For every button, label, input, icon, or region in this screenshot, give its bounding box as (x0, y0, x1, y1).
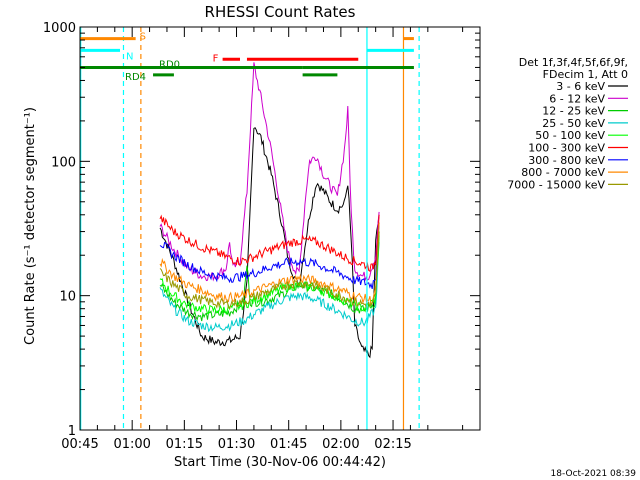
x-tick-label-4: 01:45 (270, 437, 307, 452)
plot-frame (79, 26, 481, 431)
flag-label-rd4: RD4 (125, 72, 146, 83)
series-line-7 (159, 222, 380, 307)
series-line-5 (159, 214, 380, 273)
legend-label-5: 100 - 300 keV (528, 142, 605, 155)
flag-label-rd0: RD0 (159, 59, 180, 70)
y-tick-label-3: 1000 (43, 21, 76, 36)
flags-layer: SN F RD0 RD4 (80, 32, 414, 83)
y-axis-label: Count Rate (s⁻¹ detector segment⁻¹) (23, 107, 38, 345)
x-tick-label-3: 01:30 (218, 437, 255, 452)
legend-label-1: 6 - 12 keV (549, 92, 605, 105)
y-tick-label-1: 10 (59, 290, 76, 305)
flag-label-f: F (213, 53, 219, 64)
legend-label-4: 50 - 100 keV (535, 129, 605, 142)
legend-label-0: 3 - 6 keV (556, 80, 605, 93)
legend-header-line-1: Det 1f,3f,4f,5f,6f,9f, (519, 56, 628, 69)
flag-label-s: S (140, 32, 146, 43)
flag-label-n: N (126, 51, 133, 62)
x-tick-label-6: 02:15 (374, 437, 411, 452)
legend-label-2: 12 - 25 keV (542, 105, 605, 118)
chart-title: RHESSI Count Rates (205, 3, 356, 21)
legend-label-8: 7000 - 15000 keV (507, 178, 605, 191)
series-line-8 (159, 231, 380, 311)
legend-label-6: 300 - 800 keV (528, 154, 605, 167)
y-tick-label-0: 1 (68, 424, 76, 439)
axes-layer: 1 10 100 1000 00:45 01:00 01:15 01:30 01:45 02:00… (43, 21, 481, 452)
series-line-4 (159, 235, 380, 315)
series-line-6 (159, 222, 380, 290)
y-tick-label-2: 100 (51, 155, 76, 170)
legend-label-7: 800 - 7000 keV (521, 166, 605, 179)
legend-label-3: 25 - 50 keV (542, 117, 605, 130)
x-tick-label-1: 01:00 (113, 437, 150, 452)
x-tick-label-2: 01:15 (166, 437, 203, 452)
series-line-3 (159, 242, 380, 333)
x-tick-label-0: 00:45 (61, 437, 98, 452)
x-tick-label-5: 02:00 (322, 437, 359, 452)
x-axis-label: Start Time (30-Nov-06 00:44:42) (174, 455, 386, 470)
series-line-0 (159, 127, 380, 359)
legend: Det 1f,3f,4f,5f,6f,9f, FDecim 1, Att 0 3… (507, 56, 628, 191)
legend-header-line-2: FDecim 1, Att 0 (543, 68, 628, 81)
generation-timestamp: 18-Oct-2021 08:39 (551, 469, 637, 479)
series-layer (80, 27, 420, 430)
